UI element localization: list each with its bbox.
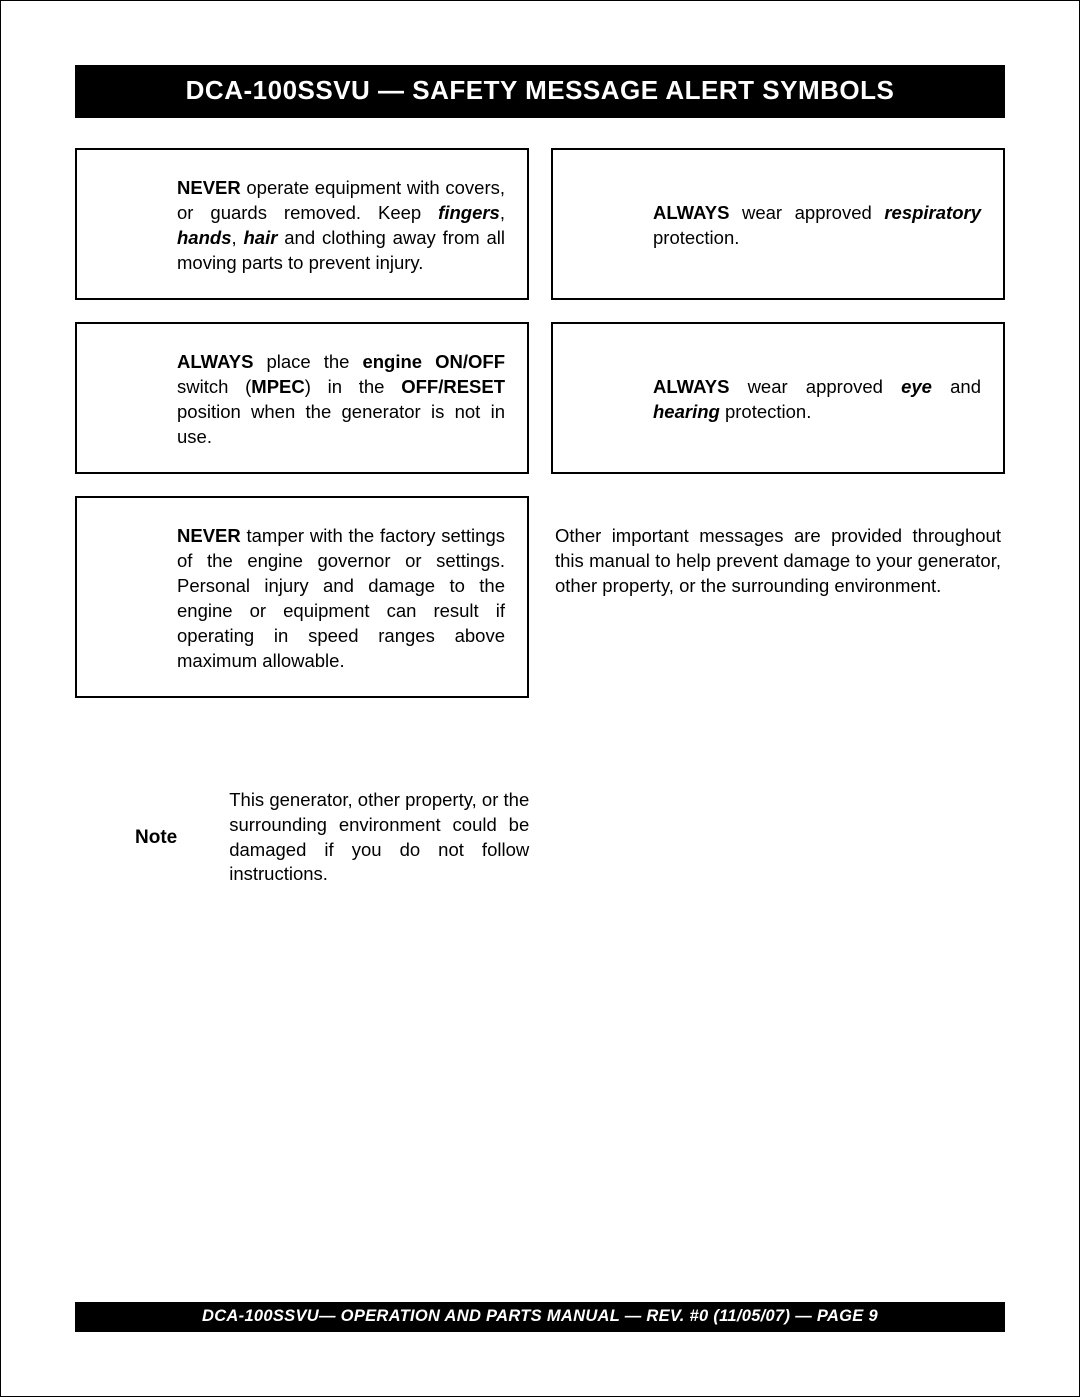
safety-text: NEVER operate equipment with covers, or …	[177, 176, 505, 276]
safety-grid: NEVER operate equipment with covers, or …	[75, 148, 1005, 698]
safety-text: ALWAYS wear approved eye and hearing pro…	[653, 375, 981, 425]
safety-text: ALWAYS place the engine ON/OFF switch (M…	[177, 350, 505, 450]
safety-box-eye-hearing: ALWAYS wear approved eye and hearing pro…	[551, 322, 1005, 474]
footer-text: DCA-100SSVU— OPERATION AND PARTS MANUAL …	[202, 1307, 878, 1325]
page: DCA-100SSVU — SAFETY MESSAGE ALERT SYMBO…	[0, 0, 1080, 1397]
safety-text: NEVER tamper with the factory settings o…	[177, 524, 505, 674]
safety-box-other-messages: Other important messages are provided th…	[551, 496, 1005, 698]
footer-bar: DCA-100SSVU— OPERATION AND PARTS MANUAL …	[75, 1302, 1005, 1332]
note-text: This generator, other property, or the s…	[229, 788, 529, 888]
note-label: Note	[135, 827, 177, 849]
page-title-bar: DCA-100SSVU — SAFETY MESSAGE ALERT SYMBO…	[75, 65, 1005, 118]
safety-text: ALWAYS wear approved respiratory protect…	[653, 201, 981, 251]
safety-box-governor: NEVER tamper with the factory settings o…	[75, 496, 529, 698]
safety-box-covers-guards: NEVER operate equipment with covers, or …	[75, 148, 529, 300]
safety-box-engine-switch: ALWAYS place the engine ON/OFF switch (M…	[75, 322, 529, 474]
safety-box-respiratory: ALWAYS wear approved respiratory protect…	[551, 148, 1005, 300]
safety-text: Other important messages are provided th…	[555, 524, 1001, 599]
page-title: DCA-100SSVU — SAFETY MESSAGE ALERT SYMBO…	[186, 75, 895, 105]
note-row: Note This generator, other property, or …	[135, 788, 555, 888]
